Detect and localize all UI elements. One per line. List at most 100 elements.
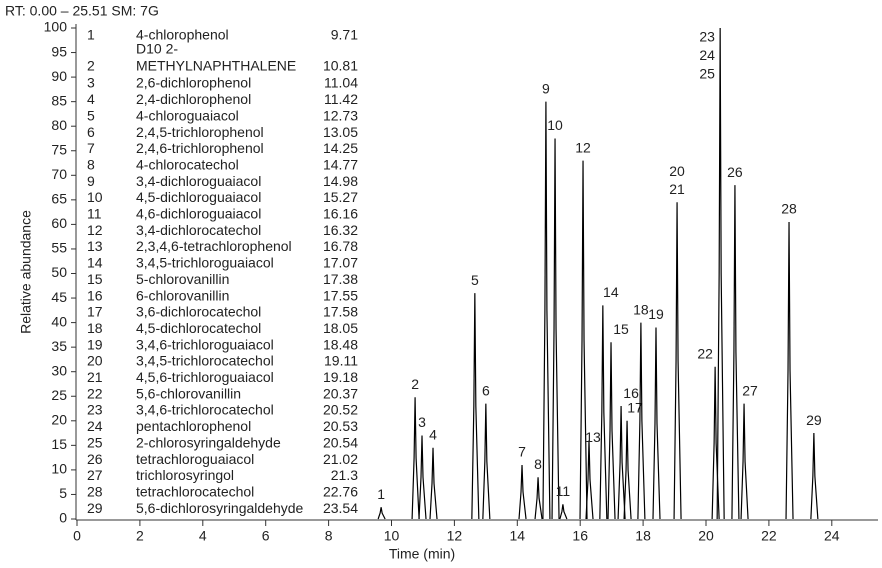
peak [731,185,740,520]
x-tick-label: 0 [73,528,81,544]
peak [810,433,819,520]
compound-rt: 20.52 [323,402,358,418]
compound-number: 23 [87,402,103,418]
peak [652,327,661,520]
compound-number: 25 [87,434,103,450]
peak-label: 11 [556,483,571,499]
compound-number: 24 [87,418,103,434]
peak [542,101,551,520]
peak-label: 19 [648,306,664,322]
compound-name: 2,6-dichlorophenol [136,75,251,91]
compound-name: 3,4,5-trichlorocatechol [136,353,274,369]
peak-label: 28 [781,201,797,217]
compound-number: 2 [87,58,95,74]
compound-number: 3 [87,75,95,91]
peak [482,403,491,520]
compound-rt: 17.07 [323,255,358,271]
compound-name: 2,4,6-trichlorophenol [136,140,264,156]
compound-rt: 18.48 [323,336,358,352]
compound-number: 4 [87,91,95,107]
compound-rt: 14.77 [323,156,358,172]
y-tick-label: 80 [51,117,67,133]
compound-name: 2,4,5-trichlorophenol [136,124,264,140]
peak-label: 29 [806,412,822,428]
y-tick-label: 90 [51,68,67,84]
peak-label: 5 [471,272,479,288]
x-tick-label: 10 [384,528,400,544]
compound-rt: 19.18 [323,369,358,385]
peak [377,507,386,520]
y-tick-label: 0 [59,510,67,526]
x-tick-label: 24 [824,528,840,544]
peak [585,440,594,520]
y-axis-label: Relative abundance [18,210,34,334]
chart-header: RT: 0.00 – 25.51 SM: 7G [5,3,159,19]
compound-name: tetrachloroguaiacol [136,451,254,467]
x-tick-label: 22 [761,528,777,544]
peak-label: 24 [699,47,715,63]
y-tick-label: 20 [51,412,67,428]
peak [617,406,626,520]
y-tick-label: 5 [59,485,67,501]
compound-number: 28 [87,483,103,499]
compound-name: 4-chlorophenol [136,27,229,43]
peak-label: 6 [482,382,490,398]
peak-label: 23 [699,29,715,45]
peak-label: 18 [633,301,649,317]
compound-rt: 17.38 [323,271,358,287]
y-tick-label: 40 [51,313,67,329]
peak [599,305,608,520]
compound-rt: 19.11 [324,353,358,369]
peak [551,138,560,520]
compound-name: 4-chlorocatechol [136,156,239,172]
compound-rt: 20.37 [323,385,358,401]
peak-label: 10 [547,117,563,133]
x-tick-label: 4 [199,528,207,544]
x-tick-label: 16 [572,528,588,544]
compound-number: 1 [87,27,95,43]
compound-name: pentachlorophenol [136,418,251,434]
compound-rt: 21.3 [331,467,358,483]
compound-rt: 17.55 [323,287,358,303]
y-tick-label: 60 [51,215,67,231]
compound-name: 3,4-dichlorocatechol [136,222,261,238]
y-tick-label: 95 [51,43,67,59]
x-tick-label: 18 [635,528,651,544]
y-tick-label: 45 [51,289,67,305]
compound-name: 4,5,6-trichloroguaiacol [136,369,274,385]
peak-label: 8 [534,456,542,472]
x-axis-label: Time (min) [389,546,455,562]
peak-label: 27 [742,382,758,398]
compound-name: 4,6-dichloroguaiacol [136,206,261,222]
compound-number: 15 [87,271,103,287]
compound-number: 29 [87,500,103,516]
peak-label: 4 [429,427,437,443]
compound-rt: 10.81 [323,58,358,74]
peak [785,221,794,520]
y-tick-label: 65 [51,191,67,207]
compound-name: 3,4,6-trichloroguaiacol [136,336,274,352]
peak-label: 7 [518,444,526,460]
x-tick-label: 2 [136,528,144,544]
compound-number: 8 [87,156,95,172]
compound-rt: 16.78 [323,238,358,254]
y-tick-label: 75 [51,141,67,157]
compound-number: 19 [87,336,103,352]
peak [637,322,646,520]
compound-number: 18 [87,320,103,336]
compound-rt: 14.98 [323,173,358,189]
compound-number: 13 [87,238,103,254]
x-tick-label: 20 [698,528,714,544]
compound-rt: 11.04 [324,75,358,91]
compound-name: tetrachlorocatechol [136,483,254,499]
y-tick-label: 100 [44,19,68,35]
peak-label: 17 [627,400,643,416]
compound-name: 4-chloroguaiacol [136,107,239,123]
y-tick-label: 55 [51,240,67,256]
compound-rt: 16.16 [323,206,358,222]
compound-number: 22 [87,385,103,401]
compound-name: D10 2- [136,41,178,57]
y-tick-label: 35 [51,338,67,354]
compound-number: 16 [87,287,103,303]
peak-label: 9 [542,80,550,96]
